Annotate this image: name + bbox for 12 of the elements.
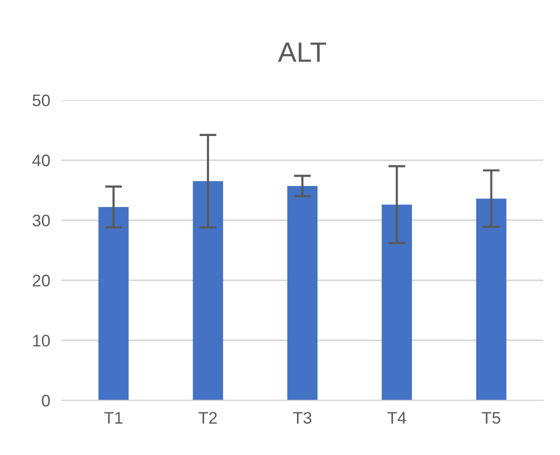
x-tick-label: T5 [482, 412, 500, 424]
y-tick-label: 0 [42, 394, 50, 407]
x-tick-label: T4 [387, 412, 406, 424]
x-tick-label: T2 [198, 412, 217, 424]
y-tick-label: 50 [32, 94, 50, 106]
y-tick-label: 30 [32, 214, 50, 226]
y-tick-label: 10 [33, 334, 50, 347]
x-tick-label: T1 [104, 412, 122, 424]
x-tick-label: T3 [293, 412, 312, 424]
y-tick-label: 40 [32, 154, 50, 166]
y-tick-label: 20 [32, 274, 50, 286]
chart-title: ALT [278, 42, 326, 62]
